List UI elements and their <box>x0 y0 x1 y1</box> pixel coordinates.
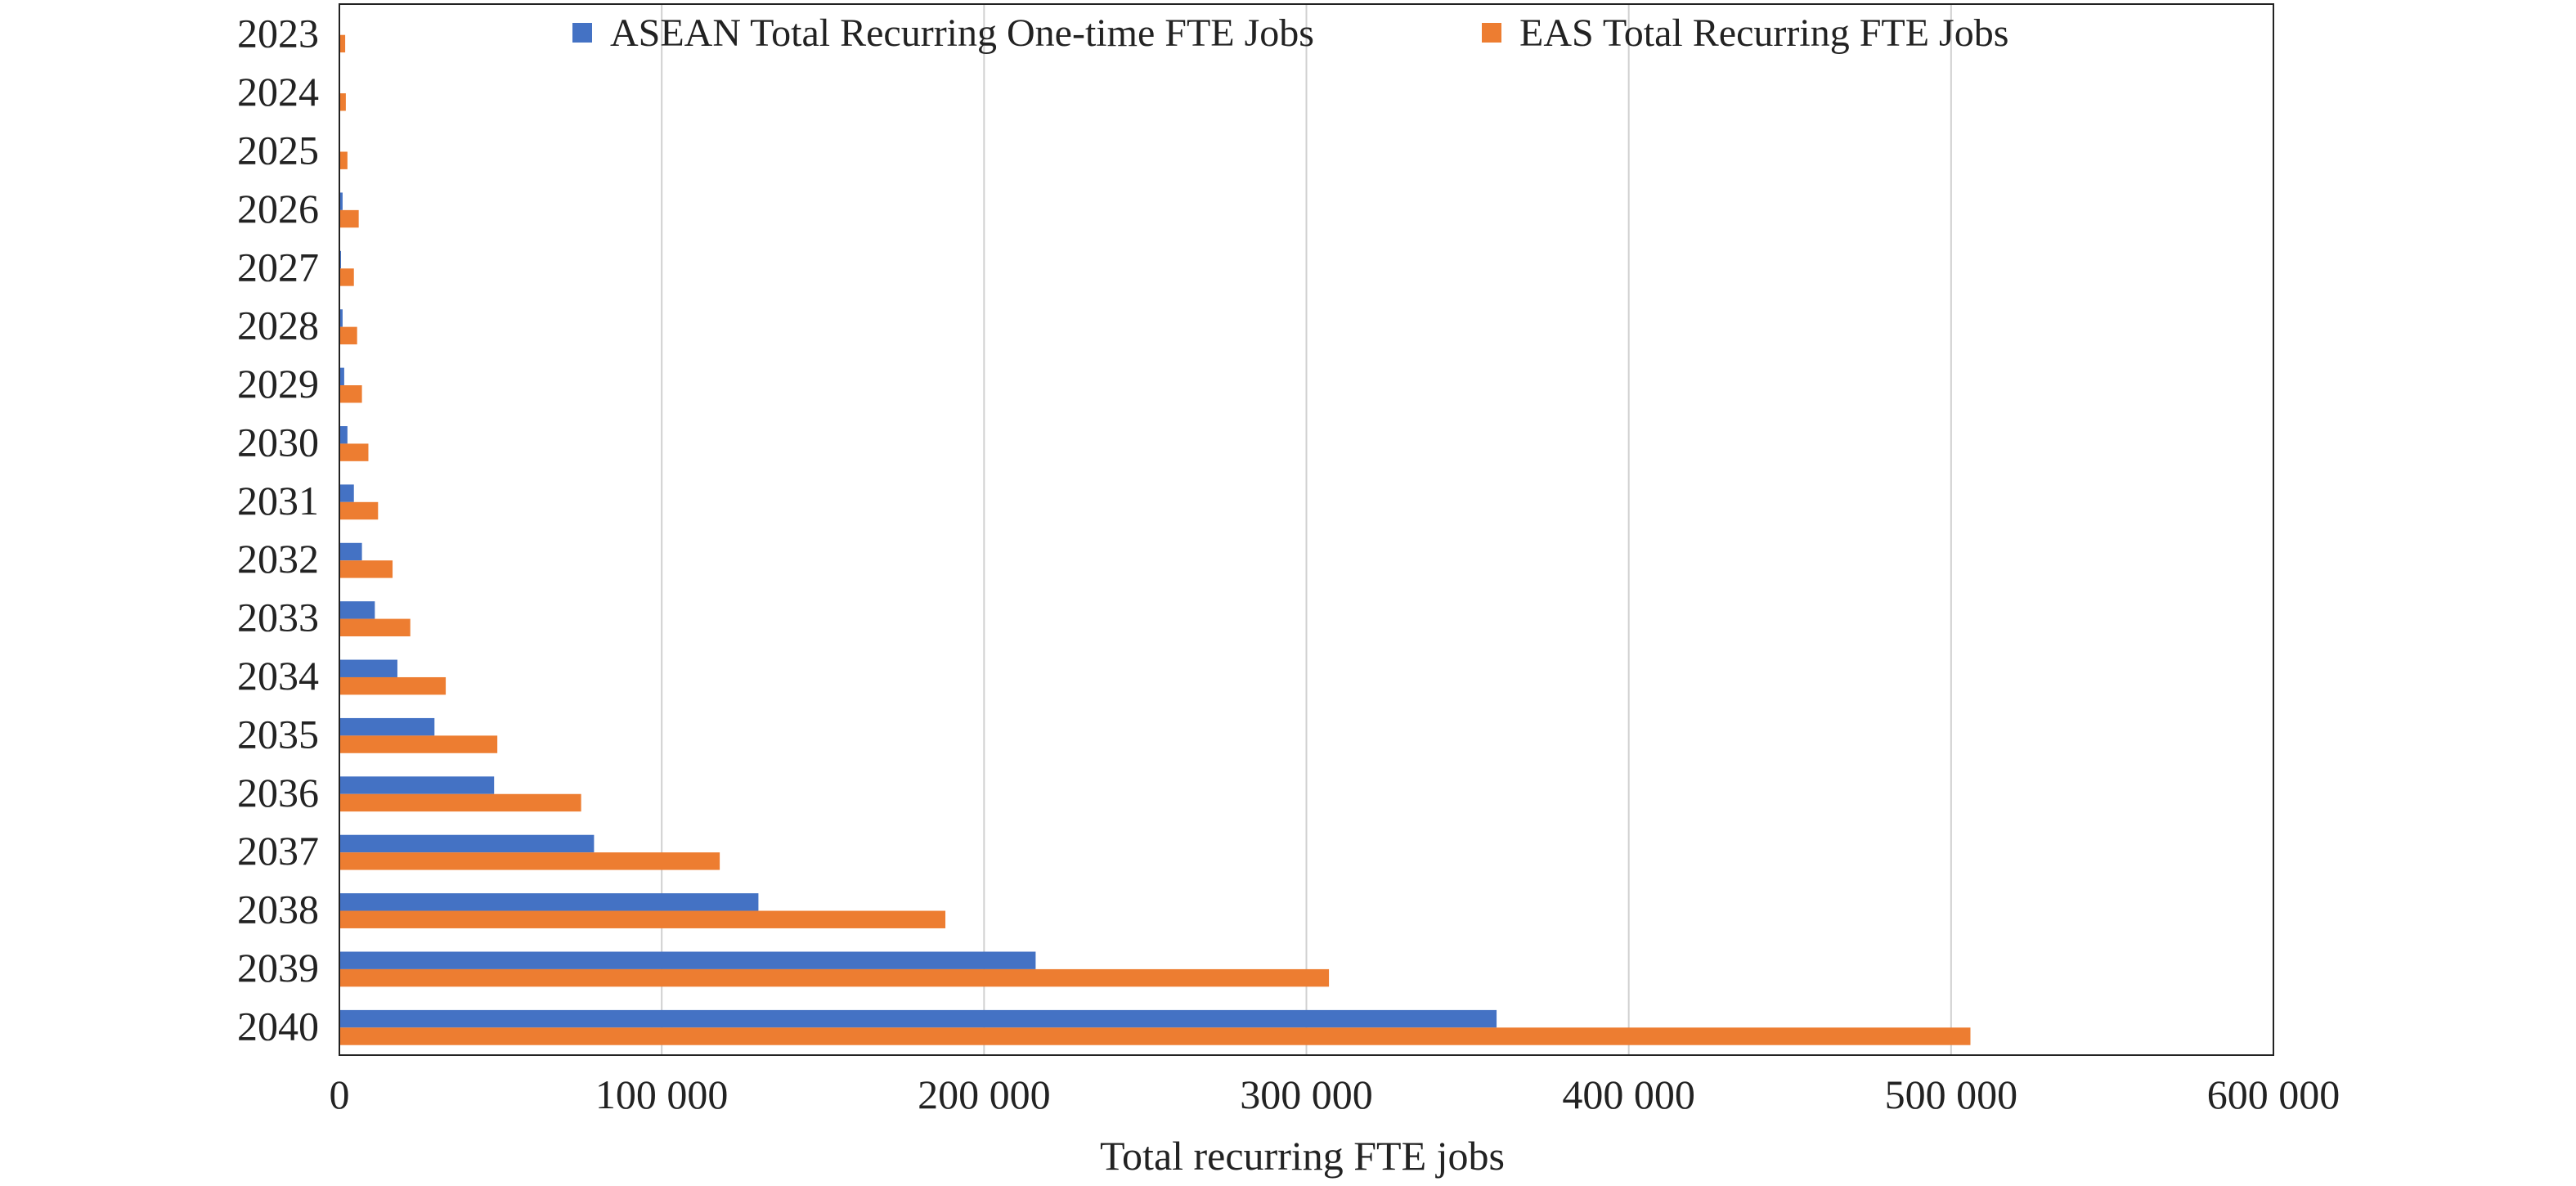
bar-eas-2026 <box>339 209 359 228</box>
bar-asean-2032 <box>339 542 362 561</box>
x-axis-title: Total recurring FTE jobs <box>1100 1133 1505 1179</box>
y-tick-label: 2025 <box>237 127 319 173</box>
x-tick-label: 400 000 <box>1562 1071 1695 1117</box>
y-tick-label: 2040 <box>237 1003 319 1049</box>
bar-eas-2024 <box>339 93 346 111</box>
y-tick-label: 2035 <box>237 711 319 757</box>
y-tick-label: 2027 <box>237 244 319 290</box>
y-tick-label: 2038 <box>237 887 319 932</box>
legend-label-asean: ASEAN Total Recurring One-time FTE Jobs <box>610 11 1314 55</box>
y-tick-labels: 2023 2024 2025 2026 2027 2028 2029 2030 2031 2032… <box>237 11 319 1049</box>
bar-asean-2037 <box>339 834 595 853</box>
bar-asean-2031 <box>339 484 354 502</box>
legend-swatch-eas <box>1482 23 1501 43</box>
gridlines <box>661 4 1952 1055</box>
x-tick-label: 100 000 <box>595 1071 729 1117</box>
bar-eas-2038 <box>339 910 946 928</box>
bar-asean-2040 <box>339 1009 1497 1028</box>
bar-asean-2034 <box>339 659 397 677</box>
x-tick-label: 600 000 <box>2207 1071 2340 1117</box>
bar-eas-2036 <box>339 793 581 812</box>
legend: ASEAN Total Recurring One-time FTE Jobs … <box>572 11 2008 55</box>
legend-label-eas: EAS Total Recurring FTE Jobs <box>1519 11 2008 55</box>
x-tick-labels: 0 100 000 200 000 300 000 400 000 500 000 600 … <box>330 1071 2340 1117</box>
y-tick-label: 2023 <box>237 11 319 56</box>
y-tick-label: 2029 <box>237 361 319 407</box>
x-tick-label: 200 000 <box>918 1071 1051 1117</box>
y-tick-label: 2028 <box>237 303 319 348</box>
bar-eas-2023 <box>339 34 346 53</box>
legend-swatch-asean <box>572 23 592 43</box>
bars <box>339 34 1971 1045</box>
y-tick-label: 2036 <box>237 770 319 815</box>
bar-asean-2030 <box>339 426 348 444</box>
bar-eas-2028 <box>339 326 357 345</box>
y-tick-label: 2024 <box>237 69 319 115</box>
bar-eas-2034 <box>339 676 447 695</box>
bar-eas-2037 <box>339 852 720 870</box>
bar-asean-2035 <box>339 717 435 736</box>
bar-asean-2028 <box>339 309 343 327</box>
y-tick-label: 2034 <box>237 653 319 699</box>
y-tick-label: 2031 <box>237 478 319 523</box>
y-tick-label: 2037 <box>237 828 319 874</box>
bar-eas-2025 <box>339 151 348 169</box>
bar-eas-2039 <box>339 968 1330 987</box>
y-tick-label: 2030 <box>237 419 319 465</box>
bar-asean-2036 <box>339 776 495 794</box>
bar-eas-2035 <box>339 735 498 753</box>
y-tick-label: 2026 <box>237 186 319 231</box>
bar-asean-2029 <box>339 367 344 386</box>
y-tick-label: 2032 <box>237 536 319 582</box>
y-tick-label: 2033 <box>237 595 319 640</box>
bar-eas-2029 <box>339 385 362 403</box>
plot-area-border <box>339 3 2274 1056</box>
x-tick-label: 500 000 <box>1885 1071 2018 1117</box>
bar-eas-2033 <box>339 618 411 636</box>
x-tick-label: 0 <box>330 1071 350 1117</box>
bar-eas-2040 <box>339 1027 1971 1045</box>
bar-eas-2032 <box>339 560 393 578</box>
bar-eas-2030 <box>339 443 369 461</box>
x-tick-label: 300 000 <box>1240 1071 1373 1117</box>
bar-asean-2038 <box>339 893 759 911</box>
bar-asean-2026 <box>339 192 343 210</box>
bar-asean-2039 <box>339 951 1036 969</box>
bar-eas-2031 <box>339 501 379 520</box>
bar-asean-2033 <box>339 601 375 619</box>
y-tick-label: 2039 <box>237 945 319 991</box>
bar-eas-2027 <box>339 268 354 286</box>
